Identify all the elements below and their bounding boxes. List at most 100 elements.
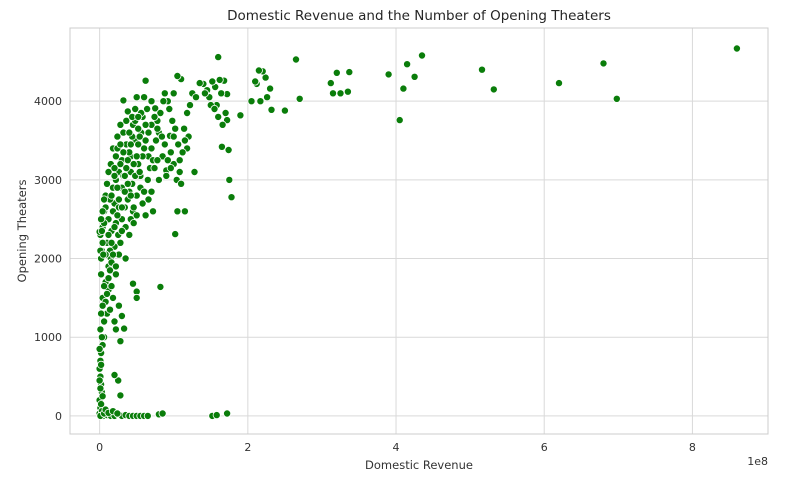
data-point [195, 79, 204, 88]
data-point [150, 164, 159, 173]
data-point [732, 44, 741, 53]
data-point [95, 344, 104, 353]
data-point [173, 72, 182, 81]
data-point [144, 128, 153, 137]
data-point [180, 207, 189, 216]
data-point [169, 132, 178, 141]
data-point [200, 89, 209, 98]
data-point [129, 219, 138, 228]
data-point [140, 187, 149, 196]
data-point [97, 360, 106, 369]
data-point [119, 148, 128, 157]
data-point [336, 89, 345, 98]
y-tick-label: 1000 [34, 331, 62, 344]
data-point [103, 179, 112, 188]
data-point [107, 238, 116, 247]
data-point [174, 140, 183, 149]
data-point [134, 140, 143, 149]
data-point [134, 112, 143, 121]
data-point [280, 106, 289, 115]
data-point [117, 203, 126, 212]
data-point [113, 409, 122, 418]
data-point [177, 179, 186, 188]
data-point [141, 120, 150, 129]
data-point [106, 305, 115, 314]
data-point [153, 124, 162, 133]
data-point [171, 124, 180, 133]
data-point [114, 301, 123, 310]
data-point [116, 337, 125, 346]
data-point [160, 89, 169, 98]
data-point [345, 68, 354, 77]
data-point [110, 171, 119, 180]
data-point [151, 104, 160, 113]
data-point [147, 97, 156, 106]
x-axis-offset-label: 1e8 [747, 455, 768, 468]
data-point [225, 175, 234, 184]
data-point [141, 136, 150, 145]
data-point [158, 409, 167, 418]
data-point [218, 120, 227, 129]
data-point [111, 262, 120, 271]
data-point [109, 250, 118, 259]
data-point [210, 105, 219, 114]
data-point [100, 282, 109, 291]
data-point [98, 207, 107, 216]
y-tick-label: 2000 [34, 253, 62, 266]
data-point [215, 75, 224, 84]
data-point [116, 120, 125, 129]
data-point [477, 65, 486, 74]
data-point [148, 207, 157, 216]
data-point [185, 101, 194, 110]
data-point [217, 142, 226, 151]
data-point [214, 53, 223, 62]
data-point [116, 160, 125, 169]
data-point [111, 270, 120, 279]
data-point [223, 409, 232, 418]
data-point [106, 266, 115, 275]
data-point [221, 109, 230, 118]
data-point [224, 145, 233, 154]
data-point [267, 105, 276, 114]
data-point [132, 293, 141, 302]
data-point [143, 411, 152, 420]
data-point [113, 211, 122, 220]
data-point [168, 116, 177, 125]
data-point [343, 87, 352, 96]
data-point [163, 156, 172, 165]
data-point [100, 195, 109, 204]
data-point [123, 107, 132, 116]
data-point [111, 152, 120, 161]
data-point [254, 66, 263, 75]
data-point [96, 384, 105, 393]
y-axis-label: Opening Theaters [15, 180, 29, 283]
data-point [129, 203, 138, 212]
data-point [328, 89, 337, 98]
data-point [227, 193, 236, 202]
data-point [384, 70, 393, 79]
x-axis-label: Domestic Revenue [365, 458, 473, 472]
data-point [295, 94, 304, 103]
data-point [110, 370, 119, 379]
data-point [110, 223, 119, 232]
data-point [104, 167, 113, 176]
data-point [171, 230, 180, 239]
data-point [165, 105, 174, 114]
data-point [120, 324, 129, 333]
data-point [107, 191, 116, 200]
data-point [156, 109, 165, 118]
data-point [110, 164, 119, 173]
data-point [135, 167, 144, 176]
plot-frame [69, 27, 769, 435]
x-tick-label: 2 [244, 441, 251, 454]
data-point [326, 79, 335, 88]
data-point [97, 333, 106, 342]
data-point [98, 392, 107, 401]
data-point [143, 105, 152, 114]
x-tick-label: 0 [96, 441, 103, 454]
chart-title: Domestic Revenue and the Number of Openi… [227, 8, 611, 24]
data-point [134, 124, 143, 133]
data-point [143, 175, 152, 184]
data-point [132, 93, 141, 102]
